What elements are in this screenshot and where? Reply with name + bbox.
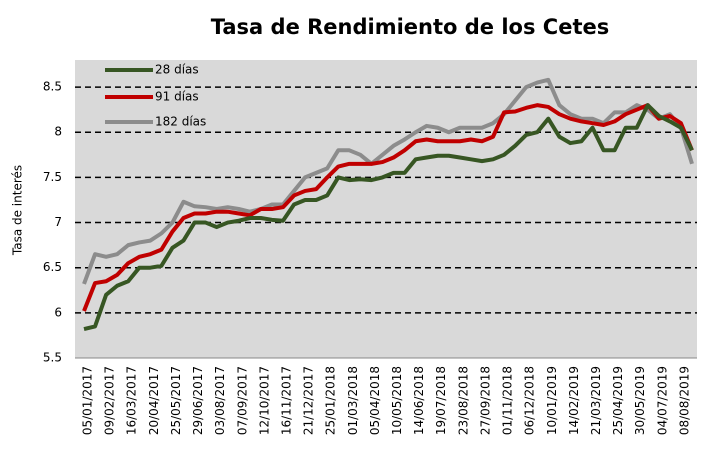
- y-axis-label: Tasa de interés: [11, 165, 25, 256]
- x-tick-label: 21/12/2017: [302, 366, 316, 435]
- y-tick-label: 7.5: [43, 170, 62, 184]
- x-tick-label: 23/08/2018: [456, 366, 470, 435]
- series-line: [82, 103, 694, 312]
- x-tick-label: 25/04/2019: [611, 366, 625, 435]
- y-tick-label: 8: [54, 125, 62, 139]
- series-line: [83, 103, 694, 332]
- x-tick-label: 20/04/2017: [147, 366, 161, 435]
- x-tick-label: 30/05/2019: [633, 366, 647, 435]
- x-tick-label: 10/05/2018: [390, 366, 404, 435]
- x-tick-label: 01/03/2018: [346, 366, 360, 435]
- x-tick-label: 16/11/2017: [279, 366, 293, 435]
- legend-label: 91 días: [155, 90, 199, 104]
- y-tick-label: 8.5: [43, 80, 62, 94]
- series-line: [82, 77, 694, 285]
- x-tick-label: 03/08/2017: [213, 366, 227, 435]
- x-tick-label: 05/04/2018: [368, 366, 382, 435]
- x-tick-label: 27/09/2018: [478, 366, 492, 435]
- x-tick-label: 14/02/2019: [567, 366, 581, 435]
- y-tick-label: 6: [54, 305, 62, 319]
- y-tick-label: 5.5: [43, 351, 62, 365]
- x-tick-label: 12/10/2017: [257, 366, 271, 435]
- x-tick-label: 07/09/2017: [235, 366, 249, 435]
- x-tick-label: 09/02/2017: [103, 366, 117, 435]
- x-tick-label: 21/03/2019: [589, 366, 603, 435]
- x-tick-label: 05/01/2017: [81, 366, 95, 435]
- x-tick-label: 06/12/2018: [523, 366, 537, 435]
- x-tick-label: 10/01/2019: [545, 366, 559, 435]
- legend-label: 28 días: [155, 63, 199, 77]
- x-tick-label: 25/05/2017: [169, 366, 183, 435]
- x-tick-label: 16/03/2017: [125, 366, 139, 435]
- x-tick-label: 25/01/2018: [324, 366, 338, 435]
- x-tick-label: 04/07/2019: [655, 366, 669, 435]
- x-tick-label: 14/06/2018: [412, 366, 426, 435]
- chart-title: Tasa de Rendimiento de los Cetes: [211, 15, 609, 39]
- x-tick-label: 19/07/2018: [434, 366, 448, 435]
- x-tick-label: 29/06/2017: [191, 366, 205, 435]
- x-tick-label: 08/08/2019: [677, 366, 691, 435]
- x-tick-label: 01/11/2018: [501, 366, 515, 435]
- y-tick-label: 6.5: [43, 260, 62, 274]
- y-tick-label: 7: [54, 215, 62, 229]
- legend-label: 182 días: [155, 115, 206, 129]
